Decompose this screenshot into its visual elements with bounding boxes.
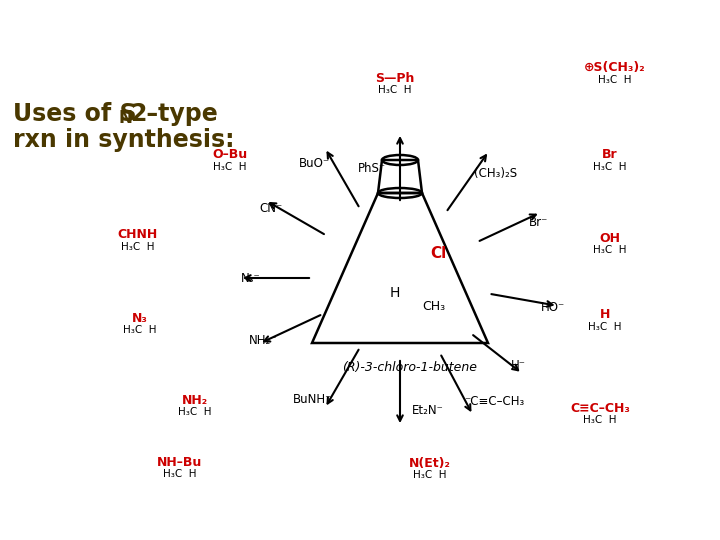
Text: PhS⁻: PhS⁻ — [358, 161, 386, 174]
Text: H₃C  H: H₃C H — [378, 85, 412, 95]
Text: 2–type: 2–type — [130, 102, 217, 126]
Text: H₃C  H: H₃C H — [593, 245, 626, 255]
Text: Br⁻: Br⁻ — [529, 216, 549, 229]
Text: C≡C–CH₃: C≡C–CH₃ — [570, 402, 630, 415]
Text: H₃C  H: H₃C H — [598, 75, 631, 85]
Text: BuO⁻: BuO⁻ — [299, 157, 330, 170]
Text: (R)-3-chloro-1-butene: (R)-3-chloro-1-butene — [343, 361, 477, 374]
Text: BuNH⁻: BuNH⁻ — [293, 393, 332, 406]
Text: Br: Br — [602, 148, 618, 161]
Text: O–Bu: O–Bu — [212, 148, 248, 161]
Text: H₃C  H: H₃C H — [179, 407, 212, 417]
Text: OH: OH — [600, 232, 621, 245]
Text: N₃⁻: N₃⁻ — [241, 272, 261, 285]
Text: H₃C  H: H₃C H — [588, 322, 622, 332]
Text: ⁻C≡C–CH₃: ⁻C≡C–CH₃ — [464, 395, 524, 408]
Text: ⊕S(CH₃)₂: ⊕S(CH₃)₂ — [584, 62, 646, 75]
Text: N(Et)₂: N(Et)₂ — [409, 456, 451, 469]
Text: NH–Bu: NH–Bu — [158, 456, 202, 469]
Text: rxn in synthesis:: rxn in synthesis: — [13, 128, 235, 152]
Text: (CH₃)₂S: (CH₃)₂S — [474, 167, 517, 180]
Text: HO⁻: HO⁻ — [541, 301, 565, 314]
Text: H₃C  H: H₃C H — [163, 469, 197, 479]
Text: NH₂: NH₂ — [182, 394, 208, 407]
Text: N₃: N₃ — [132, 312, 148, 325]
Text: CHNH: CHNH — [118, 228, 158, 241]
Text: Cl: Cl — [430, 246, 446, 260]
Text: CN⁻: CN⁻ — [259, 201, 283, 214]
Text: H⁻: H⁻ — [511, 359, 526, 372]
Text: S—Ph: S—Ph — [375, 71, 415, 84]
Text: H₃C  H: H₃C H — [593, 162, 626, 172]
Text: H₃C  H: H₃C H — [213, 162, 247, 172]
Text: H₃C  H: H₃C H — [123, 325, 157, 335]
Text: Et₂N⁻: Et₂N⁻ — [412, 403, 444, 416]
Text: NH₂⁻: NH₂⁻ — [249, 334, 277, 347]
Text: N: N — [119, 109, 133, 127]
Text: H₃C  H: H₃C H — [413, 470, 446, 480]
Text: CH₃: CH₃ — [422, 300, 445, 313]
Text: Uses of S: Uses of S — [13, 102, 137, 126]
Text: H₃C  H: H₃C H — [583, 415, 617, 425]
Text: H: H — [600, 308, 610, 321]
Text: H: H — [390, 286, 400, 300]
Text: H₃C  H: H₃C H — [121, 242, 155, 252]
